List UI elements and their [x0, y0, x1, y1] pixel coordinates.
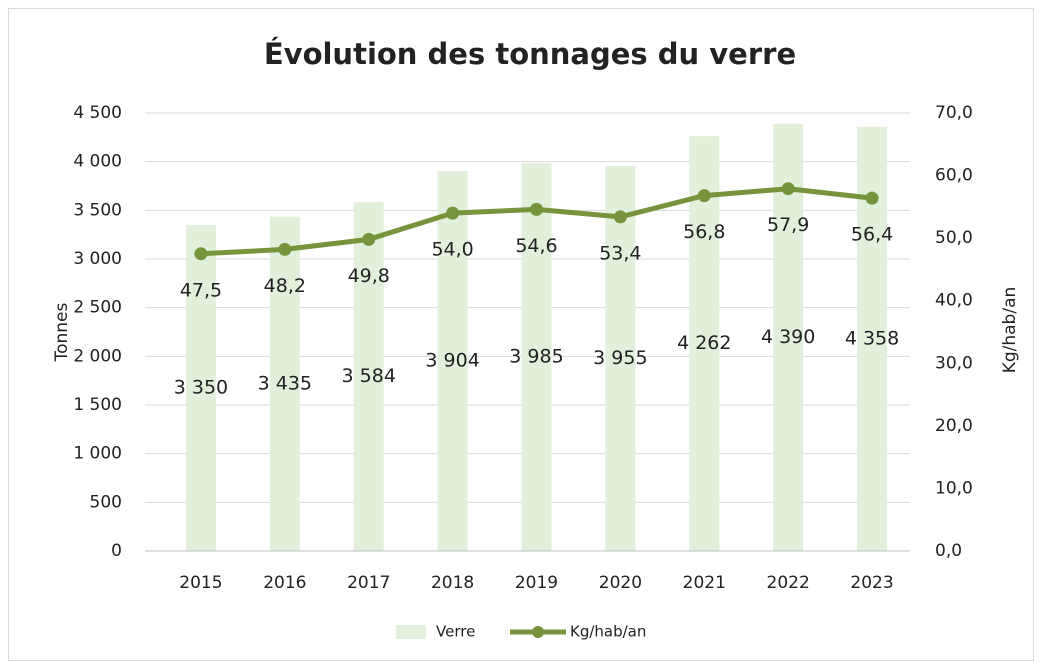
- bar: [437, 171, 468, 551]
- y-tick-label: 1 000: [73, 444, 122, 464]
- line-marker: [362, 232, 376, 246]
- y2-tick-label: 70,0: [935, 103, 973, 123]
- x-tick-label: 2015: [179, 573, 222, 593]
- data-label: 4 358: [845, 327, 899, 349]
- data-label: 49,8: [348, 265, 390, 287]
- line-marker: [613, 210, 627, 224]
- y2-tick-label: 10,0: [935, 478, 973, 498]
- data-label: 47,5: [180, 279, 222, 301]
- bar: [605, 166, 636, 551]
- y-tick-label: 2 000: [73, 346, 122, 366]
- line-marker: [278, 242, 292, 256]
- y-tick-label: 0: [111, 541, 122, 561]
- data-label: 53,4: [599, 242, 641, 264]
- data-label: 48,2: [264, 275, 306, 297]
- y2-tick-label: 50,0: [935, 228, 973, 248]
- x-tick-label: 2018: [431, 573, 474, 593]
- y-tick-label: 500: [90, 492, 122, 512]
- x-tick-label: 2022: [767, 573, 810, 593]
- line-marker: [697, 189, 711, 203]
- x-tick-label: 2023: [850, 573, 893, 593]
- data-label: 3 584: [342, 365, 396, 387]
- legend-label: Kg/hab/an: [570, 623, 646, 641]
- y2-tick-label: 0,0: [935, 541, 962, 561]
- data-label: 3 350: [174, 376, 228, 398]
- x-tick-label: 2021: [683, 573, 726, 593]
- data-label: 3 985: [509, 346, 563, 368]
- data-label: 4 262: [677, 332, 731, 354]
- data-label: 3 435: [258, 372, 312, 394]
- y-tick-label: 4 000: [73, 152, 122, 172]
- y-axis-label: Tonnes: [52, 302, 72, 362]
- line-marker: [865, 191, 879, 205]
- bar: [269, 216, 300, 551]
- bar: [521, 163, 552, 552]
- data-label: 56,4: [851, 224, 893, 246]
- x-tick-label: 2020: [599, 573, 642, 593]
- data-label: 54,0: [431, 239, 473, 261]
- y-tick-label: 1 500: [73, 395, 122, 415]
- y2-tick-label: 20,0: [935, 416, 973, 436]
- line-marker: [446, 206, 460, 220]
- chart-title: Évolution des tonnages du verre: [264, 37, 796, 71]
- data-label: 54,6: [515, 235, 557, 257]
- legend-label: Verre: [436, 623, 475, 641]
- data-label: 3 904: [425, 350, 479, 372]
- line-marker: [530, 202, 543, 216]
- x-tick-label: 2016: [263, 573, 306, 593]
- legend-swatch-marker: [532, 626, 544, 638]
- y-tick-label: 3 500: [73, 200, 122, 220]
- y-tick-label: 2 500: [73, 298, 122, 318]
- y2-tick-label: 40,0: [935, 291, 973, 311]
- legend-swatch: [396, 625, 426, 639]
- data-label: 3 955: [593, 347, 647, 369]
- line-marker: [781, 182, 795, 196]
- data-label: 56,8: [683, 221, 725, 243]
- y-tick-label: 3 000: [73, 249, 122, 269]
- x-tick-label: 2019: [515, 573, 558, 593]
- data-label: 4 390: [761, 326, 815, 348]
- x-tick-label: 2017: [347, 573, 390, 593]
- line-marker: [194, 247, 208, 261]
- bar: [689, 136, 720, 551]
- bar: [353, 202, 384, 551]
- y2-tick-label: 30,0: [935, 353, 973, 373]
- y2-axis-label: Kg/hab/an: [1000, 287, 1020, 374]
- y2-tick-label: 60,0: [935, 166, 973, 186]
- y-tick-label: 4 500: [73, 103, 122, 123]
- data-label: 57,9: [767, 214, 809, 236]
- bar: [185, 224, 216, 551]
